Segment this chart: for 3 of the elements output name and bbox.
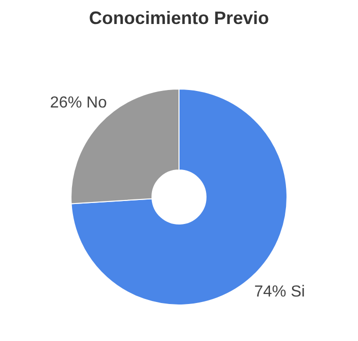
chart-title: Conocimiento Previo	[88, 8, 270, 28]
slice-label: 74% Si	[254, 283, 305, 300]
slice-label: 26% No	[50, 94, 107, 112]
